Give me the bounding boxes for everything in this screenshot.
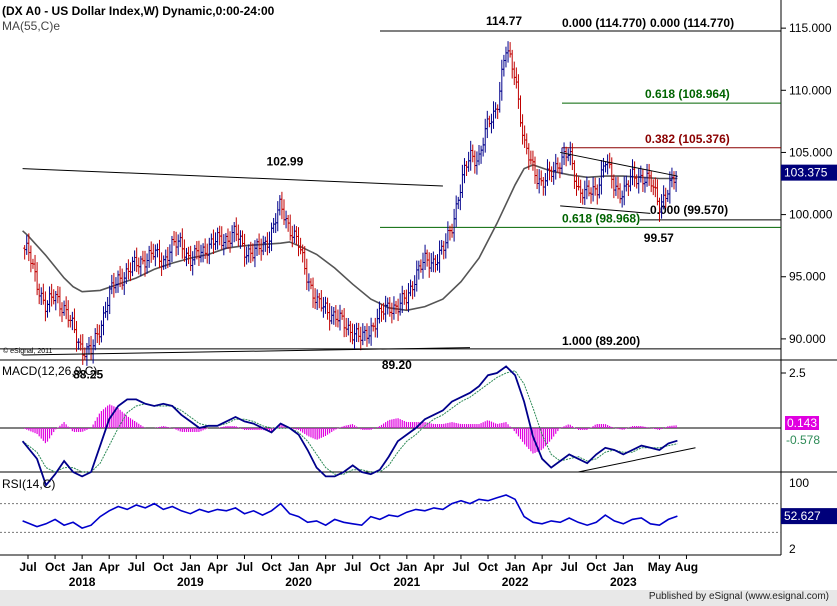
chart-background [0,0,837,590]
time-month-label: Oct [262,560,282,574]
price-trendline [22,347,470,356]
macd-histogram-value: 0.143 [787,416,817,430]
time-month-label: Jan [288,560,309,574]
macd-tick-label: 2.5 [789,366,806,380]
fib-level-label: 0.000 (114.770) [562,16,646,30]
rsi-value-tag [781,508,837,525]
price-trendline [560,151,678,177]
time-month-label: Jan [396,560,417,574]
time-month-label: May [648,560,672,574]
price-annotation: 114.77 [486,14,522,28]
ma-legend: MA(55,C)e [2,19,60,33]
price-annotation: 102.99 [267,154,304,168]
rsi-panel: 100 2 52.627 [0,476,837,556]
price-trendline [22,168,443,187]
time-year-label: 2019 [177,575,204,589]
fib-level-label: 0.382 (105.376) [645,132,730,146]
price-tick-label: 90.000 [789,332,826,346]
time-year-label: 2020 [285,575,312,589]
time-month-label: Jul [19,560,36,574]
macd-line [21,365,678,488]
time-month-label: Jan [72,560,93,574]
time-year-label: 2023 [610,575,637,589]
macd-panel: 2.5 0.143 -0.578 [0,365,824,488]
footer-bar: Published by eSignal (www.esignal.com) [0,590,837,606]
time-month-label: Oct [370,560,390,574]
chart-title: (DX A0 - US Dollar Index,W) Dynamic,0:00… [2,4,275,18]
rsi-title: RSI(14,C) [2,477,55,491]
price-annotation: 99.57 [644,231,674,245]
fib-level-label: 1.000 (89.200) [562,334,640,348]
trendlines-layer [22,151,678,356]
time-month-label: Jul [344,560,361,574]
time-month-label: Jan [613,560,634,574]
macd-value-tag [784,432,824,446]
price-annotations: 114.77 102.99 88.25 89.20 99.57 [73,14,674,382]
time-month-label: Jul [452,560,469,574]
price-annotation: 88.25 [73,368,103,382]
rsi-line [22,494,678,529]
fib-level-label: 0.618 (98.968) [562,211,640,225]
time-month-label: Jul [561,560,578,574]
price-tick-label: 115.000 [789,21,832,35]
rsi-tick-label: 2 [789,542,796,556]
time-month-label: Oct [153,560,173,574]
macd-trendline [578,447,696,473]
last-price-tag [781,164,837,181]
time-month-label: Apr [315,560,336,574]
time-axis-labels: Jul Oct Jan Apr Jul Oct Jan Apr Jul Oct Jan Apr Jul O… [19,555,698,589]
rsi-tick-label: 100 [789,476,809,490]
footer-text: Published by eSignal (www.esignal.com) [648,591,829,602]
rsi-value: 52.627 [784,509,821,523]
candles-layer [23,41,678,366]
time-year-label: 2018 [69,575,96,589]
time-month-label: Jul [128,560,145,574]
fib-level-label: 0.618 (108.964) [645,87,730,101]
macd-histogram-tag [785,416,819,430]
fib-level-label: 0.000 (114.770) [650,16,734,30]
price-tick-label: 95.000 [789,270,826,284]
time-month-label: Apr [424,560,445,574]
time-month-label: Apr [532,560,553,574]
time-month-label: Apr [207,560,228,574]
copyright-text: © eSignal, 2011 [3,347,53,355]
price-trendline [560,205,651,214]
macd-value: -0.578 [786,433,820,447]
time-month-label: Apr [99,560,120,574]
price-tick-label: 105.000 [789,145,833,159]
time-month-label: Jan [180,560,201,574]
price-tick-label: 110.000 [789,83,832,97]
macd-signal-line [22,370,678,475]
time-month-label: Jan [505,560,526,574]
time-month-label: Aug [675,560,698,574]
time-year-label: 2021 [393,575,420,589]
last-price-value: 103.375 [784,166,828,180]
price-axis-labels: 115.000 110.000 105.000 100.000 95.000 90.000… [781,21,837,346]
fib-level-label: 0.000 (99.570) [650,203,728,217]
macd-title: MACD(12,26,9,C) [2,364,97,378]
time-month-label: Jul [236,560,253,574]
price-annotation: 89.20 [382,358,412,372]
time-month-label: Oct [586,560,606,574]
price-tick-label: 100.000 [789,208,833,222]
time-year-label: 2022 [502,575,529,589]
fibonacci-levels: 0.000 (114.770) 0.000 (114.770) 0.618 (108… [0,16,781,350]
time-month-label: Oct [45,560,65,574]
time-month-label: Oct [478,560,498,574]
